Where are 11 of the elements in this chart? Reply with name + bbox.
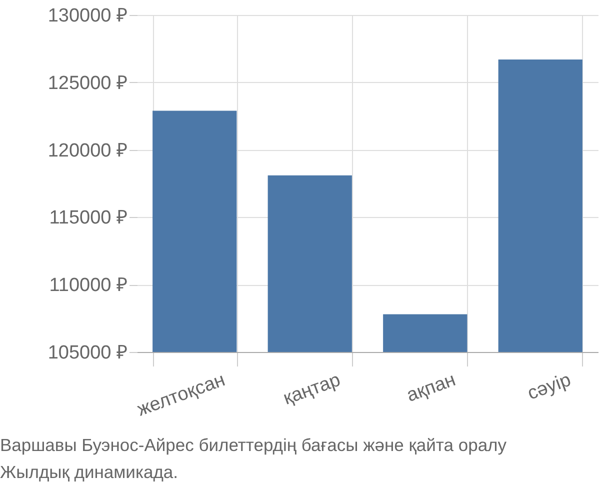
y-tick-label: 125000 ₽ — [48, 72, 128, 94]
y-tick-label: 110000 ₽ — [49, 275, 128, 296]
y-tick-label: 115000 ₽ — [49, 208, 128, 229]
text: Варшавы Буэнос-Айрес билеттердің бағасы және қайта оралу — [0, 434, 508, 457]
y-tick-label: 105000 ₽ — [48, 342, 128, 364]
text: Жылдық динамикада. — [0, 461, 180, 484]
x-tick-label: ақпан — [404, 370, 458, 406]
x-tick-label: сәуір — [524, 370, 574, 404]
y-tick-label: 130000 ₽ — [48, 6, 128, 26]
x-tick-label: қаңтар — [280, 370, 344, 410]
y-tick-label: 120000 ₽ — [48, 140, 128, 162]
